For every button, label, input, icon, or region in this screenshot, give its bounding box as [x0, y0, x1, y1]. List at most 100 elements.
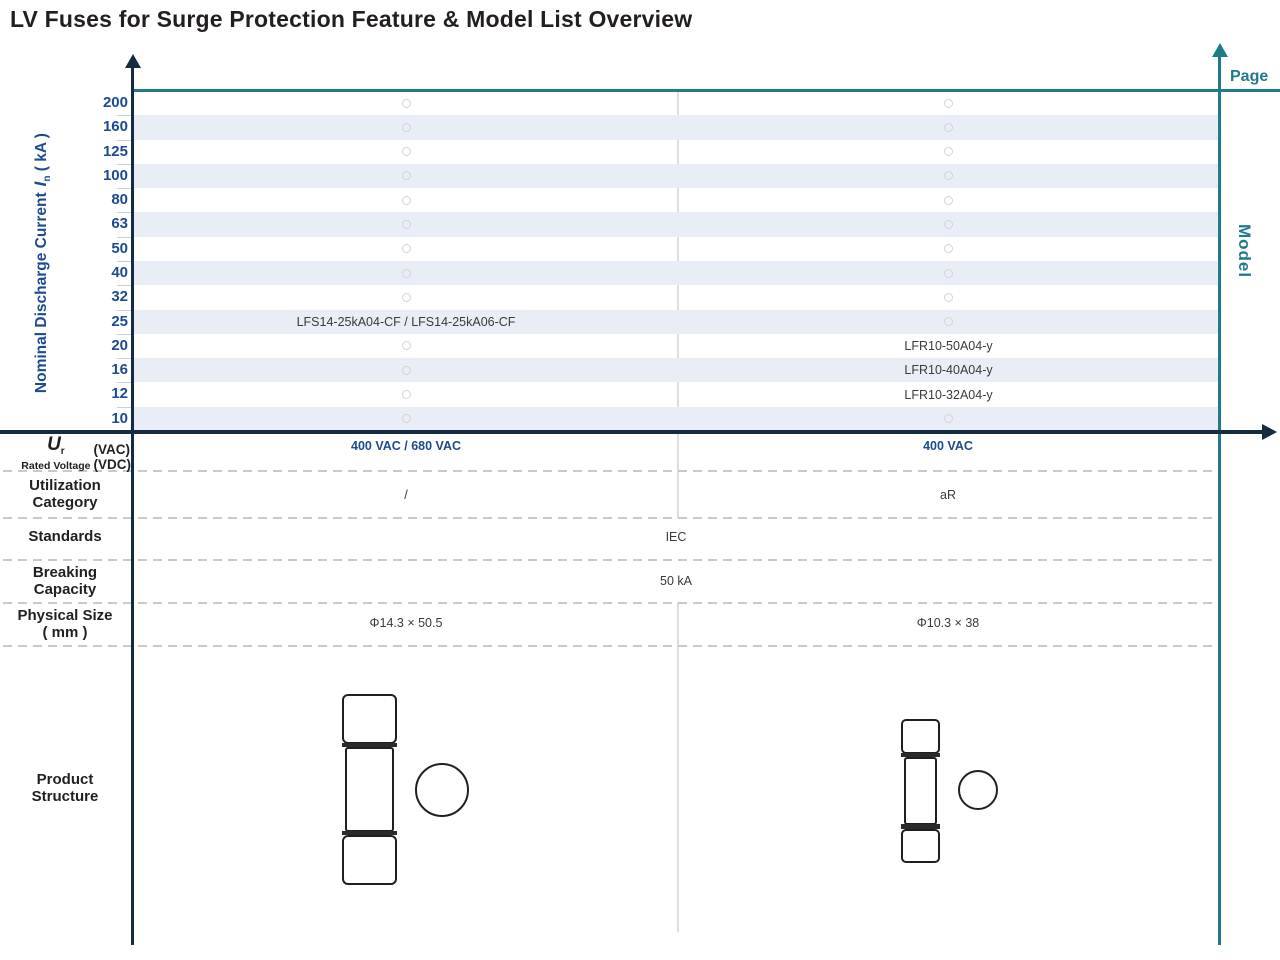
- fuse-band: [901, 824, 940, 829]
- left-model-cell: [134, 358, 678, 382]
- fuse-band: [342, 831, 397, 835]
- left-model-cell: [134, 91, 678, 115]
- rated-voltage-label: Rated Voltage: [21, 460, 91, 473]
- left-model-cell: [134, 188, 678, 212]
- y-tick-label: 125: [102, 142, 128, 160]
- model-name: LFS14-25kA04-CF / LFS14-25kA06-CF: [296, 314, 516, 329]
- right-model-cell: LFR10-50A04-y: [678, 334, 1219, 358]
- y-tick-mark: [117, 163, 132, 165]
- page-axis-line: [1218, 55, 1221, 945]
- no-model-marker-icon: [944, 122, 953, 132]
- left-model-cell: [134, 237, 678, 261]
- right-model-cell: [678, 91, 1219, 115]
- no-model-marker-icon: [944, 268, 953, 278]
- y-tick-mark: [117, 333, 132, 335]
- no-model-marker-icon: [401, 122, 411, 132]
- dashed-separator: [3, 559, 1218, 561]
- fuse-band: [342, 743, 397, 747]
- standards-value: IEC: [665, 530, 687, 544]
- rated-voltage-left-value: 400 VAC / 680 VAC: [350, 439, 462, 453]
- y-tick-label: 63: [111, 215, 128, 233]
- left-model-cell: [134, 382, 678, 406]
- standards-label: Standards: [28, 528, 102, 545]
- table-row: [134, 140, 1219, 164]
- y-tick-label: 25: [111, 312, 128, 330]
- left-model-cell: [134, 407, 678, 431]
- no-model-marker-icon: [401, 341, 411, 351]
- left-model-cell: LFS14-25kA04-CF / LFS14-25kA06-CF: [134, 310, 678, 334]
- table-row: [134, 261, 1219, 286]
- no-model-marker-icon: [401, 171, 411, 181]
- y-tick-label: 100: [102, 166, 128, 184]
- page-title: LV Fuses for Surge Protection Feature & …: [10, 6, 693, 32]
- fuse-bottom-cap: [901, 829, 940, 863]
- right-model-cell: [678, 237, 1219, 261]
- table-row: LFR10-32A04-y: [134, 382, 1219, 406]
- right-model-cell: [678, 164, 1219, 188]
- table-row: [134, 285, 1219, 309]
- right-model-cell: LFR10-40A04-y: [678, 358, 1219, 382]
- y-tick-mark: [117, 285, 132, 287]
- no-model-marker-icon: [401, 390, 411, 400]
- dashed-separator: [3, 602, 1218, 604]
- fuse-end-view-circle: [958, 770, 998, 810]
- y-tick-mark: [117, 261, 132, 262]
- fuse-top-cap: [342, 694, 397, 744]
- right-model-cell: [678, 285, 1219, 309]
- rated-voltage-header: Ur (VAC) Rated Voltage (VDC): [0, 434, 131, 472]
- right-model-cell: [678, 140, 1219, 164]
- no-model-marker-icon: [944, 292, 953, 302]
- fuse-top-cap: [901, 719, 940, 754]
- x-axis-arrow-icon: [1262, 424, 1277, 440]
- y-tick-label: 80: [111, 191, 128, 209]
- column-divider-upper: [677, 91, 679, 518]
- y-tick-mark: [117, 309, 132, 311]
- rated-voltage-right-value: 400 VAC: [923, 439, 973, 453]
- no-model-marker-icon: [944, 147, 953, 157]
- table-row: LFR10-40A04-y: [134, 358, 1219, 383]
- x-axis-line: [0, 430, 1264, 434]
- model-name: LFR10-32A04-y: [904, 387, 993, 402]
- right-model-cell: [678, 212, 1219, 236]
- column-divider-lower: [677, 602, 679, 932]
- fuse-body: [904, 757, 937, 825]
- y-tick-mark: [117, 212, 132, 214]
- y-axis-line: [131, 66, 134, 945]
- no-model-marker-icon: [401, 195, 411, 205]
- vdc-unit-label: (VDC): [93, 457, 132, 473]
- product-structure-label: Product Structure: [31, 771, 99, 805]
- y-tick-label: 20: [111, 336, 128, 354]
- no-model-marker-icon: [944, 220, 953, 230]
- dashed-separator: [3, 470, 1218, 472]
- y-tick-label: 16: [111, 361, 128, 379]
- model-axis-label: Model: [1235, 224, 1254, 279]
- right-model-cell: LFR10-32A04-y: [678, 382, 1219, 406]
- y-tick-label: 40: [111, 264, 128, 281]
- y-tick-mark: [117, 382, 132, 384]
- right-model-cell: [678, 188, 1219, 212]
- fuse-body: [345, 747, 394, 832]
- model-name: LFR10-50A04-y: [904, 338, 993, 353]
- fuse-bottom-cap: [342, 835, 397, 885]
- no-model-marker-icon: [944, 195, 953, 205]
- table-row: [134, 237, 1219, 261]
- y-tick-labels: 200 160 125 100 80 63 50 40 32 25 20 16 12 10: [0, 91, 128, 431]
- rated-voltage-symbol: Ur: [47, 434, 65, 458]
- no-model-marker-icon: [401, 365, 411, 375]
- no-model-marker-icon: [401, 244, 411, 254]
- breaking-capacity-label: Breaking Capacity: [32, 564, 98, 598]
- fuse-end-view-circle: [415, 763, 469, 817]
- no-model-marker-icon: [401, 220, 411, 230]
- page-axis-label: Page: [1230, 68, 1269, 85]
- dashed-separator: [3, 517, 1218, 519]
- no-model-marker-icon: [401, 147, 411, 157]
- no-model-marker-icon: [401, 292, 411, 302]
- y-tick-label: 12: [111, 385, 128, 403]
- no-model-marker-icon: [944, 414, 953, 424]
- table-row: [134, 212, 1219, 237]
- left-model-cell: [134, 164, 678, 188]
- chart-rows: LFS14-25kA04-CF / LFS14-25kA06-CF LFR10-5…: [134, 91, 1219, 431]
- left-model-cell: [134, 212, 678, 236]
- table-row: [134, 188, 1219, 212]
